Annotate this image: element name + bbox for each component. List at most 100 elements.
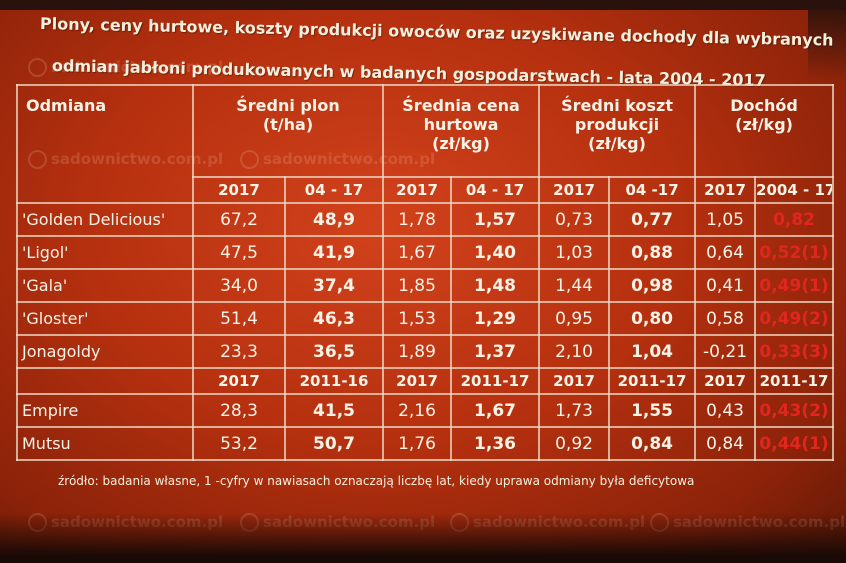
value-cell: 36,5 <box>283 334 385 369</box>
income-header-line-2: (zł/kg) <box>735 115 793 134</box>
floor-shadow <box>0 513 846 563</box>
value-cell: 0,84 <box>694 426 757 461</box>
value-cell: 1,29 <box>450 301 541 336</box>
value-cell: 1,57 <box>450 202 541 237</box>
variety-name: 'Golden Delicious' <box>16 202 194 237</box>
value-cell: 1,53 <box>382 301 453 336</box>
value-cell: 0,73 <box>538 202 611 237</box>
value-cell: 2,10 <box>538 334 611 369</box>
period-header-cell: 2011-16 <box>283 367 385 395</box>
value-cell: 0,58 <box>694 301 757 336</box>
variety-name: 'Gloster' <box>16 301 194 336</box>
value-cell: 41,5 <box>283 393 385 428</box>
value-cell: 1,78 <box>382 202 453 237</box>
variety-name: Empire <box>16 393 194 428</box>
value-cell: 1,44 <box>538 268 611 303</box>
variety-header: Odmiana <box>16 84 194 204</box>
period-header-cell: 2017 <box>538 367 611 395</box>
value-cell: 1,76 <box>382 426 453 461</box>
table-row: 'Gala' 34,0 37,4 1,85 1,48 1,44 0,98 0,4… <box>16 268 835 303</box>
value-cell: 37,4 <box>283 268 385 303</box>
period-header-cell: 2017 <box>382 367 453 395</box>
value-cell: 0,41 <box>694 268 757 303</box>
value-cell: 1,40 <box>450 235 541 270</box>
value-cell: -0,21 <box>694 334 757 369</box>
value-cell: 0,95 <box>538 301 611 336</box>
value-cell: 50,7 <box>283 426 385 461</box>
value-cell: 0,92 <box>538 426 611 461</box>
value-cell: 67,2 <box>192 202 286 237</box>
value-cell: 0,64 <box>694 235 757 270</box>
watermark-logo-icon <box>28 58 47 77</box>
price-header-line-3: (zł/kg) <box>432 134 490 153</box>
value-cell: 53,2 <box>192 426 286 461</box>
value-cell: 0,43 <box>694 393 757 428</box>
empty-cell <box>16 367 194 395</box>
value-cell: 1,85 <box>382 268 453 303</box>
value-cell: 1,67 <box>450 393 541 428</box>
value-cell: 2,16 <box>382 393 453 428</box>
income-header: Dochód (zł/kg) <box>694 84 835 178</box>
period-header-cell: 04 - 17 <box>450 176 541 204</box>
value-cell: 1,05 <box>694 202 757 237</box>
income-header-line-1: Dochód <box>730 96 798 115</box>
value-cell: 0,84 <box>608 426 697 461</box>
value-cell: 1,03 <box>538 235 611 270</box>
period-header-row: 2017 04 - 17 2017 04 - 17 2017 04 -17 20… <box>17 176 835 204</box>
table-row: Empire 28,3 41,5 2,16 1,67 1,73 1,55 0,4… <box>16 393 835 428</box>
variety-name: 'Gala' <box>16 268 194 303</box>
variety-name: 'Ligol' <box>16 235 194 270</box>
value-cell: 0,49(2) <box>754 301 835 336</box>
table-row: 'Gloster' 51,4 46,3 1,53 1,29 0,95 0,80 … <box>16 301 835 336</box>
value-cell: 0,49(1) <box>754 268 835 303</box>
value-cell: 28,3 <box>192 393 286 428</box>
value-cell: 1,36 <box>450 426 541 461</box>
value-cell: 46,3 <box>283 301 385 336</box>
period-header-cell: 2017 <box>694 176 757 204</box>
value-cell: 1,89 <box>382 334 453 369</box>
value-cell: 0,98 <box>608 268 697 303</box>
value-cell: 1,04 <box>608 334 697 369</box>
period-header-cell: 2017 <box>538 176 611 204</box>
value-cell: 51,4 <box>192 301 286 336</box>
value-cell: 47,5 <box>192 235 286 270</box>
period-header-cell: 04 -17 <box>608 176 697 204</box>
period-header-cell: 2017 <box>192 367 286 395</box>
price-header-line-1: Średnia cena <box>402 96 520 115</box>
price-header-line-2: hurtowa <box>423 115 499 134</box>
value-cell: 1,55 <box>608 393 697 428</box>
cost-header-line-3: (zł/kg) <box>588 134 646 153</box>
period-header-cell: 2011-17 <box>608 367 697 395</box>
value-cell: 0,77 <box>608 202 697 237</box>
price-header: Średnia cena hurtowa (zł/kg) <box>382 84 541 178</box>
period-header-cell: 2017 <box>192 176 286 204</box>
value-cell: 23,3 <box>192 334 286 369</box>
yield-header-line-2: (t/ha) <box>262 115 314 134</box>
period-header-row: 2017 2011-16 2017 2011-17 2017 2011-17 2… <box>16 367 835 395</box>
value-cell: 34,0 <box>192 268 286 303</box>
value-cell: 1,37 <box>450 334 541 369</box>
apple-varieties-table: Odmiana Średni plon (t/ha) Średnia cena … <box>16 84 835 461</box>
period-header-cell: 2011-17 <box>450 367 541 395</box>
period-header-cell: 2017 <box>382 176 453 204</box>
value-cell: 1,48 <box>450 268 541 303</box>
yield-header-line-1: Średni plon <box>236 96 340 115</box>
cost-header-line-2: produkcji <box>574 115 660 134</box>
header-row: Odmiana Średni plon (t/ha) Średnia cena … <box>16 84 835 204</box>
period-header-cell: 04 - 17 <box>283 176 385 204</box>
value-cell: 0,44(1) <box>754 426 835 461</box>
value-cell: 1,67 <box>382 235 453 270</box>
value-cell: 48,9 <box>283 202 385 237</box>
source-footnote: źródło: badania własne, 1 -cyfry w nawia… <box>58 474 695 488</box>
watermark: sadownictwo.com.pl <box>28 58 223 77</box>
value-cell: 0,88 <box>608 235 697 270</box>
value-cell: 0,43(2) <box>754 393 835 428</box>
value-cell: 41,9 <box>283 235 385 270</box>
period-header-cell: 2004 - 17 <box>754 176 835 204</box>
value-cell: 0,33(3) <box>754 334 835 369</box>
cost-header-line-1: Średni koszt <box>561 96 673 115</box>
value-cell: 0,80 <box>608 301 697 336</box>
table-row: Mutsu 53,2 50,7 1,76 1,36 0,92 0,84 0,84… <box>16 426 835 461</box>
period-header-cell: 2017 <box>694 367 757 395</box>
table-row: 'Ligol' 47,5 41,9 1,67 1,40 1,03 0,88 0,… <box>16 235 835 270</box>
